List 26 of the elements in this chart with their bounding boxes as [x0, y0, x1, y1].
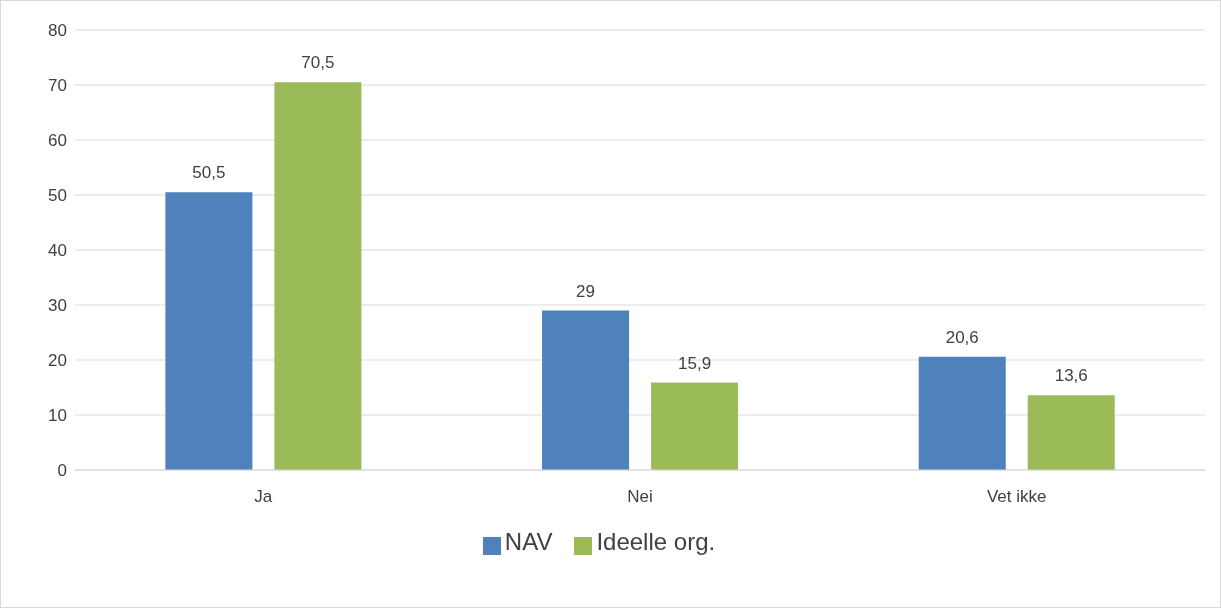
data-label: 70,5 — [301, 53, 335, 73]
x-tick-label: Ja — [254, 487, 273, 507]
bar — [1027, 395, 1115, 470]
x-tick-label: Nei — [627, 487, 653, 507]
data-label: 15,9 — [678, 353, 712, 373]
y-tick-label: 70 — [48, 76, 67, 96]
bar — [542, 310, 630, 470]
legend-label: Ideelle org. — [596, 528, 716, 555]
bar — [651, 382, 739, 470]
bar — [918, 356, 1006, 470]
data-label: 20,6 — [945, 327, 979, 347]
legend-label: NAV — [504, 528, 553, 555]
y-tick-label: 0 — [57, 461, 67, 481]
y-tick-label: 10 — [48, 406, 67, 426]
data-label: 29 — [576, 281, 596, 301]
y-tick-label: 50 — [48, 186, 67, 206]
x-tick-label: Vet ikke — [986, 487, 1047, 507]
y-tick-label: 60 — [48, 131, 67, 151]
y-tick-label: 80 — [48, 21, 67, 41]
y-tick-label: 40 — [48, 241, 67, 261]
y-tick-label: 30 — [48, 296, 67, 316]
bar — [274, 82, 362, 470]
y-tick-label: 20 — [48, 351, 67, 371]
bar — [165, 192, 253, 470]
data-label: 13,6 — [1054, 366, 1088, 386]
data-label: 50,5 — [192, 163, 226, 183]
